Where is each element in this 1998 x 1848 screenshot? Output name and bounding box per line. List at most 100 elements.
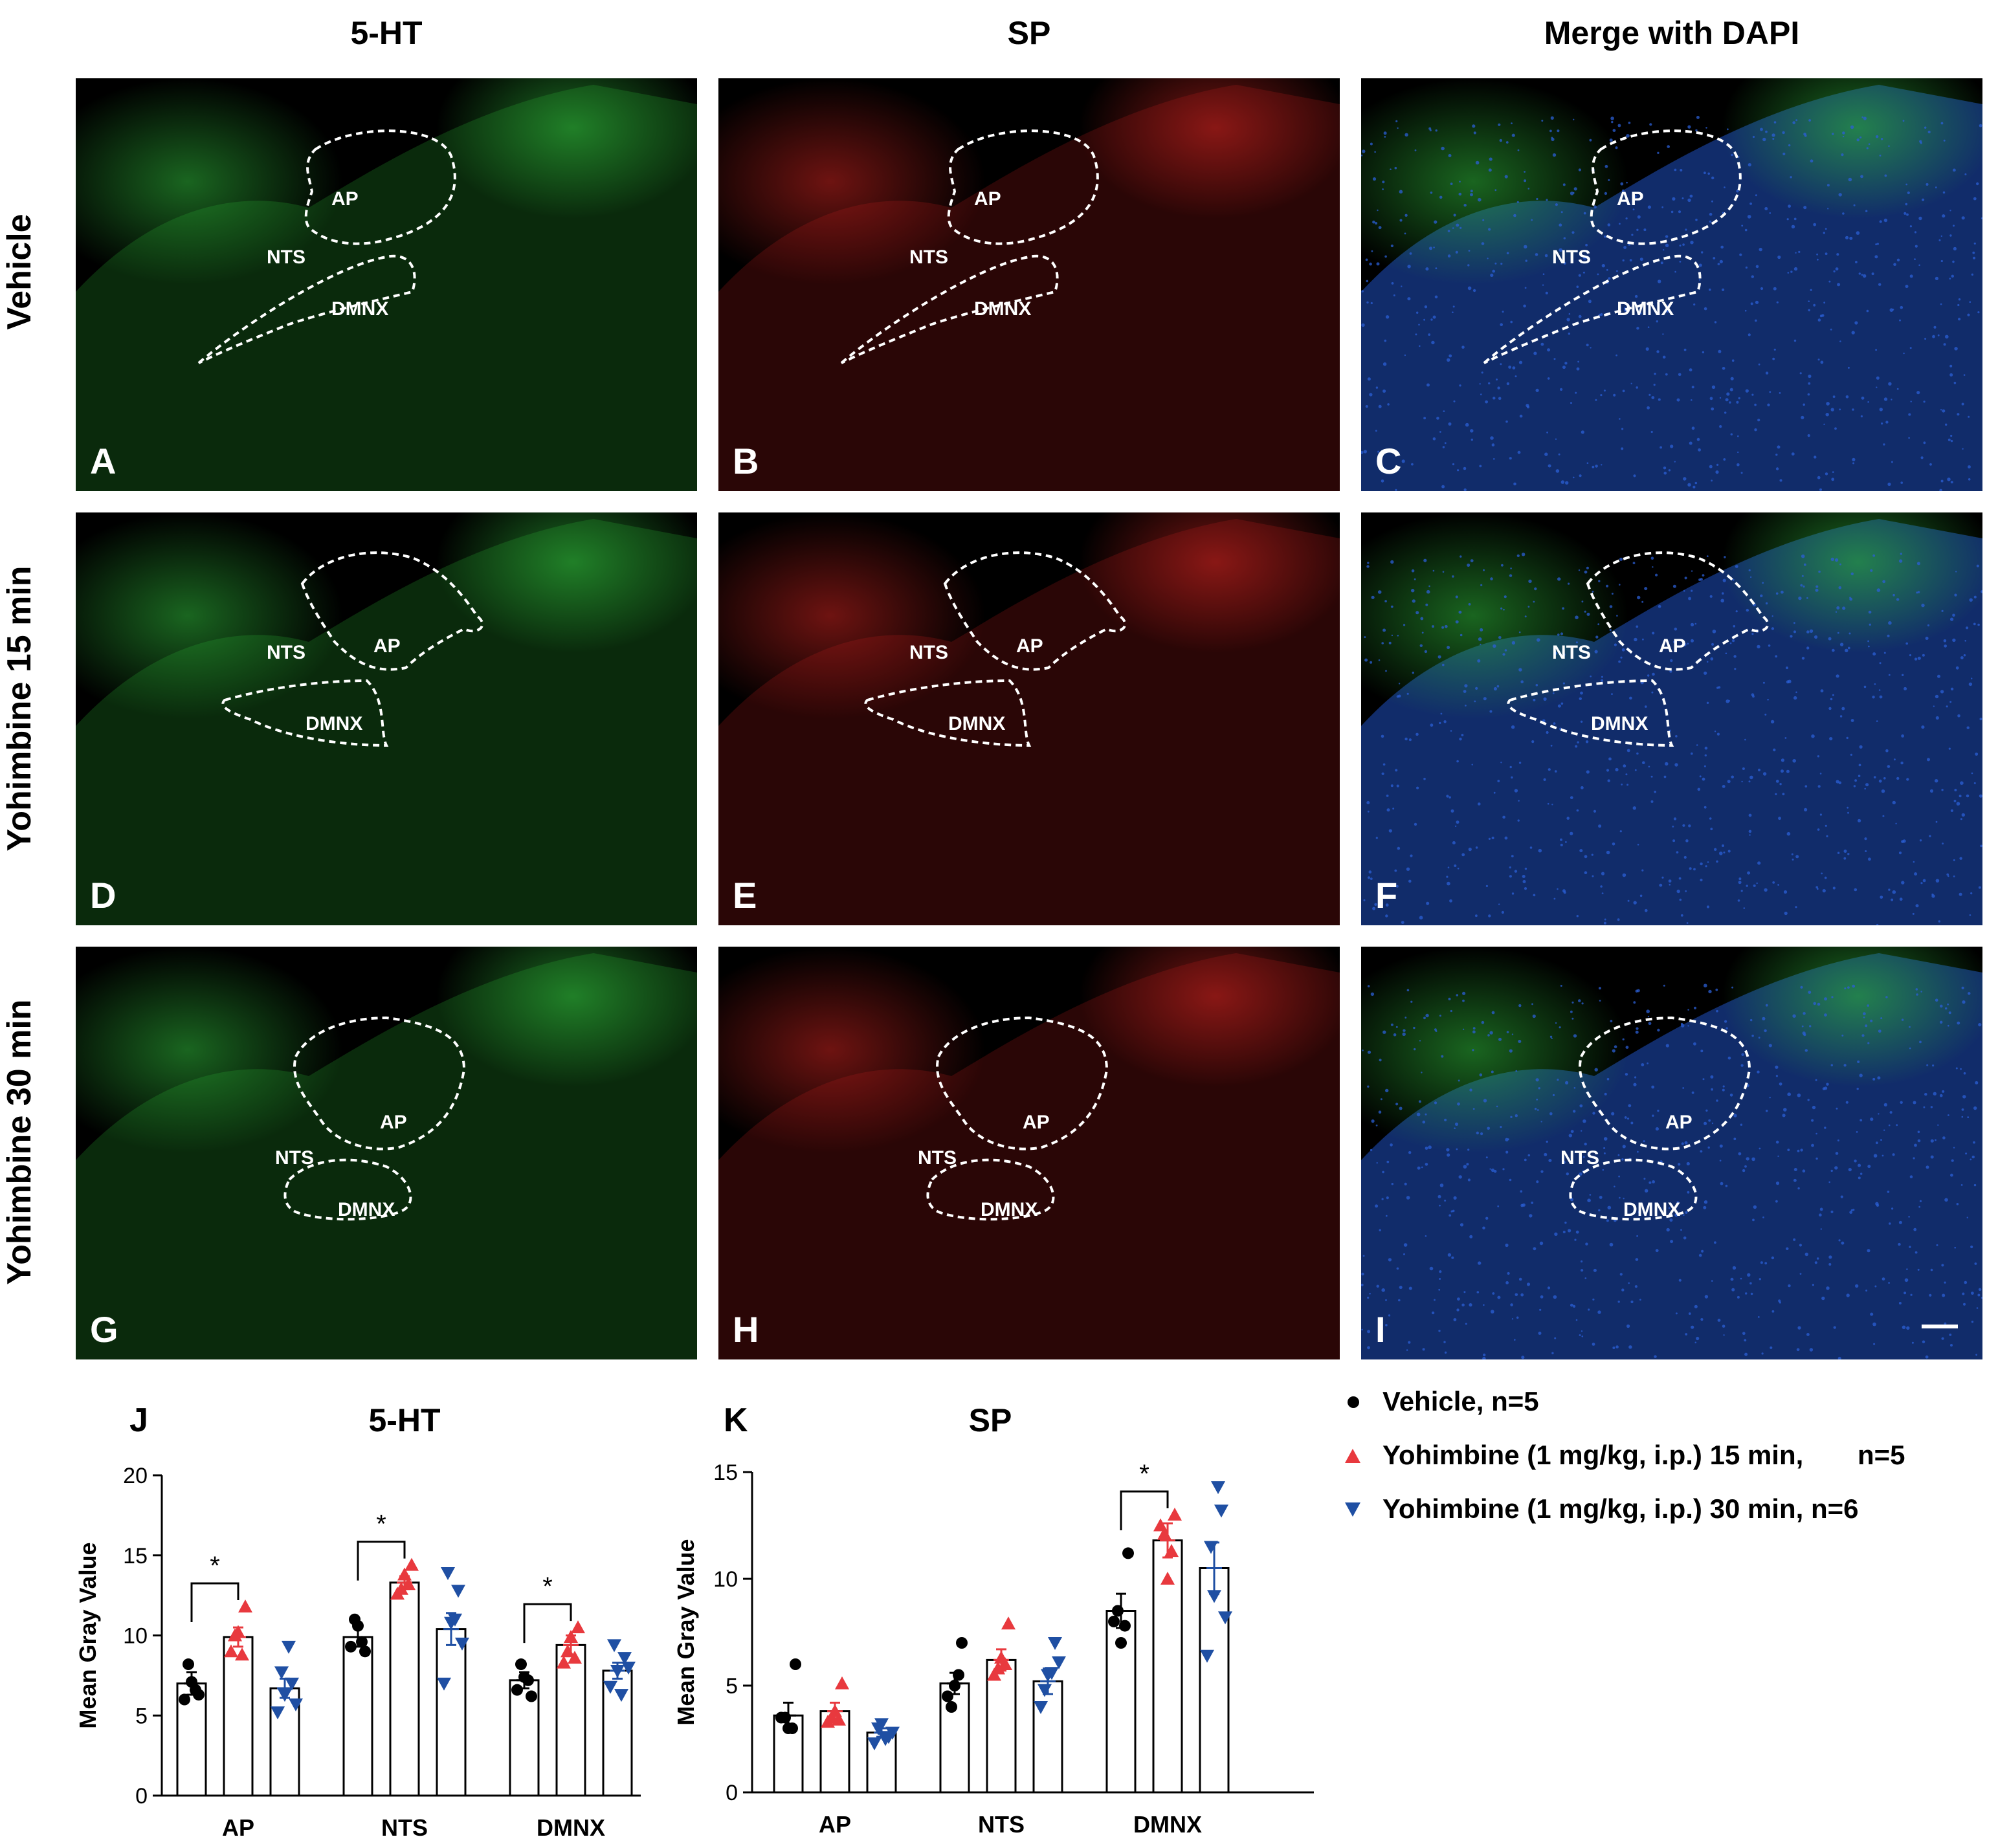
point-vehicle: [526, 1690, 537, 1702]
point-yoh30: [617, 1652, 632, 1666]
point-yoh30: [451, 1585, 465, 1598]
chart-k-sp: K SP Mean Gray Value 0 5 10 15 AP NTS DMNX *: [672, 1402, 1314, 1838]
scale-bar: [1922, 1325, 1958, 1328]
point-vehicle: [946, 1701, 957, 1713]
dmnx-outline: [1569, 1158, 1698, 1221]
point-yoh15: [1164, 1544, 1179, 1557]
panel-letter: I: [1375, 1309, 1386, 1350]
ap-outline: [304, 129, 456, 245]
point-yoh30: [1204, 1541, 1218, 1554]
chart-j-5ht: J 5-HT Mean Gray Value 0 5 10 15 20 AP NTS DMNX * * *: [74, 1402, 641, 1841]
region-label-ap: AP: [373, 635, 401, 657]
point-yoh30: [1218, 1611, 1232, 1625]
point-yoh15: [1001, 1616, 1016, 1630]
point-yoh15: [397, 1567, 412, 1581]
point-yoh15: [1157, 1526, 1171, 1540]
tissue-image: [1361, 78, 1982, 491]
significance-star: *: [1139, 1460, 1149, 1488]
point-vehicle: [1112, 1605, 1124, 1617]
point-yoh30: [1048, 1637, 1062, 1650]
ap-outline: [947, 129, 1099, 245]
point-yoh30: [1034, 1701, 1048, 1714]
panel-letter: A: [90, 441, 117, 481]
point-yoh30: [614, 1689, 628, 1702]
dmnx-outline: [283, 1158, 412, 1221]
point-vehicle: [356, 1636, 368, 1648]
tissue-image: [76, 947, 697, 1359]
tissue-image: [718, 947, 1340, 1359]
significance-bracket: [523, 1603, 572, 1644]
point-yoh15: [228, 1628, 242, 1642]
point-vehicle: [345, 1640, 357, 1653]
x-tick-label: DMNX: [1133, 1811, 1202, 1838]
column-title-5ht: 5-HT: [350, 15, 423, 51]
x-tick-label: NTS: [381, 1814, 428, 1841]
column-title-sp: SP: [1007, 15, 1051, 51]
significance-bracket: [1120, 1490, 1169, 1530]
point-yoh30: [1214, 1504, 1228, 1518]
bar-yoh30-nts: [436, 1628, 467, 1797]
region-label-nts: NTS: [1552, 642, 1591, 663]
point-yoh30: [274, 1666, 289, 1680]
ap-outline: [1579, 1016, 1751, 1150]
point-yoh30: [878, 1733, 893, 1746]
region-label-ap: AP: [974, 188, 1001, 210]
panel-letter: C: [1375, 441, 1402, 481]
point-yoh30: [885, 1726, 900, 1740]
y-tick-label: 20: [123, 1464, 148, 1488]
region-label-dmnx: DMNX: [981, 1199, 1038, 1220]
point-yoh15: [832, 1712, 846, 1726]
row-label-yoh15: Yohimbine 15 min: [1, 566, 38, 852]
ap-outline: [936, 1016, 1109, 1150]
region-label-dmnx: DMNX: [331, 298, 389, 320]
chart-title: 5-HT: [368, 1402, 440, 1438]
point-yoh30: [1211, 1481, 1225, 1495]
dmnx-outline: [1483, 254, 1702, 364]
point-yoh30: [278, 1689, 292, 1702]
point-yoh15: [991, 1661, 1005, 1675]
legend-label-yoh15: Yohimbine (1 mg/kg, i.p.) 15 min,: [1382, 1440, 1804, 1470]
chart-panel-letter: K: [724, 1402, 748, 1439]
significance-star: *: [210, 1552, 220, 1580]
region-label-dmnx: DMNX: [338, 1199, 395, 1220]
panel-letter: H: [733, 1309, 759, 1350]
chart-panel-letter: J: [129, 1402, 148, 1439]
bar-vehicle-nts: [342, 1636, 373, 1797]
region-label-nts: NTS: [918, 1147, 957, 1169]
point-vehicle: [522, 1674, 534, 1686]
region-label-ap: AP: [1659, 635, 1686, 657]
point-vehicle: [786, 1722, 798, 1734]
point-vehicle: [190, 1684, 201, 1696]
micrograph-panel-a: AP NTS DMNX A: [76, 78, 697, 491]
micrograph-panel-c: AP NTS DMNX C: [1361, 78, 1982, 491]
tissue-image: [1361, 947, 1982, 1359]
ap-outline: [300, 551, 484, 671]
tissue-image: [718, 512, 1340, 925]
y-tick-label: 0: [135, 1784, 148, 1809]
point-vehicle: [1122, 1547, 1134, 1559]
point-yoh30: [289, 1698, 303, 1711]
point-yoh15: [561, 1644, 575, 1658]
y-tick-label: 10: [123, 1624, 148, 1649]
region-label-ap: AP: [380, 1112, 407, 1133]
significance-bracket: [190, 1582, 239, 1622]
point-vehicle: [942, 1690, 953, 1702]
tissue-image: [76, 512, 697, 925]
significance-bracket: [357, 1541, 406, 1581]
x-tick-label: DMNX: [537, 1814, 605, 1841]
bar-yoh15-nts: [389, 1581, 420, 1797]
x-tick-label: AP: [819, 1811, 851, 1838]
point-vehicle: [1108, 1616, 1120, 1627]
y-tick-label: 5: [726, 1674, 738, 1699]
region-label-nts: NTS: [275, 1147, 314, 1169]
dmnx-outline: [197, 254, 416, 364]
bar-yoh30-nts: [1032, 1680, 1063, 1794]
legend-label-yoh30: Yohimbine (1 mg/kg, i.p.) 30 min, n=6: [1382, 1493, 1859, 1524]
row-label-vehicle: Vehicle: [1, 214, 38, 330]
point-yoh30: [1045, 1667, 1059, 1680]
point-yoh30: [607, 1639, 621, 1653]
point-vehicle: [1115, 1637, 1127, 1649]
point-vehicle: [790, 1658, 801, 1670]
micrograph-panel-i: AP NTS DMNX I: [1361, 947, 1982, 1359]
region-label-dmnx: DMNX: [1617, 298, 1674, 320]
